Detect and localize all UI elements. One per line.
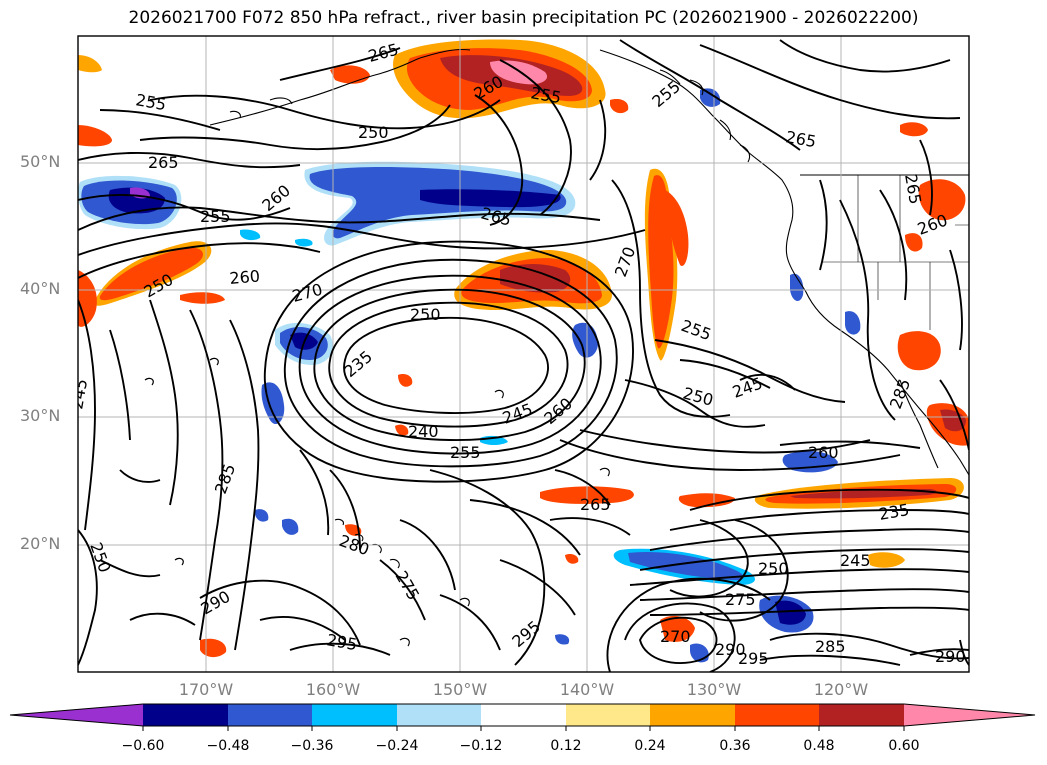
- colorbar-segment: [143, 704, 228, 726]
- contour-label: 245: [840, 551, 871, 570]
- refractivity-contours: [78, 39, 969, 672]
- map-title: 2026021700 F072 850 hPa refract., river …: [128, 8, 919, 28]
- contour-label: 260: [229, 266, 261, 288]
- lon-label-150w: 150°W: [432, 680, 488, 699]
- colorbar-tick-label: 0.24: [634, 738, 666, 754]
- colorbar-segment: [566, 704, 650, 726]
- colorbar: [9, 703, 1036, 731]
- contour-label: 260: [808, 443, 839, 462]
- contour-label: 270: [660, 627, 691, 646]
- contour-label: 250: [758, 559, 789, 578]
- lat-label-20n: 20°N: [20, 534, 61, 553]
- lat-label-50n: 50°N: [20, 152, 61, 171]
- colorbar-min-extend: [10, 704, 143, 726]
- colorbar-tick-label: −0.24: [375, 738, 419, 754]
- lon-label-140w: 140°W: [559, 680, 615, 699]
- contour-sw-loop: [638, 616, 718, 664]
- colorbar-segment: [228, 704, 312, 726]
- contour-label: 290: [715, 640, 746, 659]
- lon-label-170w: 170°W: [178, 680, 234, 699]
- baja-coast: [899, 379, 939, 469]
- contour-label: 250: [358, 123, 389, 142]
- colorbar-segment: [819, 704, 904, 726]
- contour-label: 265: [148, 153, 179, 172]
- contour-label: 250: [410, 305, 441, 324]
- colorbar-segment: [481, 704, 566, 726]
- colorbar-tick-label: −0.60: [121, 738, 165, 754]
- colorbar-tick-label: 0.60: [888, 738, 920, 754]
- colorbar-tick-label: −0.12: [459, 738, 503, 754]
- alaska-coast: [209, 57, 421, 126]
- contour-details: [144, 357, 610, 647]
- plot-area: 265 255 250 260 255 265 265 265 255 260 …: [78, 36, 969, 672]
- colorbar-segment: [650, 704, 735, 726]
- colorbar-segment: [312, 704, 397, 726]
- lon-label-120w: 120°W: [813, 680, 869, 699]
- contour-low-center: [343, 316, 549, 414]
- contour-label: 255: [200, 207, 231, 226]
- colorbar-tick-label: −0.36: [290, 738, 334, 754]
- contour-label: 240: [408, 422, 439, 441]
- contour-label: 290: [935, 647, 966, 666]
- north-america-coast: [599, 49, 969, 476]
- lat-label-40n: 40°N: [20, 279, 61, 298]
- colorbar-tick-label: 0.12: [550, 738, 582, 754]
- contour-label: 295: [738, 649, 769, 668]
- plot-frame: [77, 35, 970, 673]
- contour-label: 265: [580, 495, 611, 514]
- colorbar-tick-label: 0.48: [803, 738, 835, 754]
- coastlines: [209, 48, 969, 569]
- lon-label-160w: 160°W: [305, 680, 361, 699]
- colorbar-tick-label: −0.48: [206, 738, 250, 754]
- contour-label: 255: [450, 443, 481, 462]
- contour-label: 275: [725, 590, 756, 609]
- graticule: [78, 36, 969, 672]
- contour-label: 285: [815, 637, 846, 656]
- colorbar-segment: [735, 704, 819, 726]
- colorbar-tick-label: 0.36: [719, 738, 751, 754]
- colorbar-max-extend: [904, 704, 1035, 726]
- contour-sub-band: [689, 488, 969, 511]
- lon-label-130w: 130°W: [686, 680, 742, 699]
- colorbar-segment: [397, 704, 481, 726]
- hawaii-islands: [334, 518, 344, 526]
- lat-label-30n: 30°N: [20, 406, 61, 425]
